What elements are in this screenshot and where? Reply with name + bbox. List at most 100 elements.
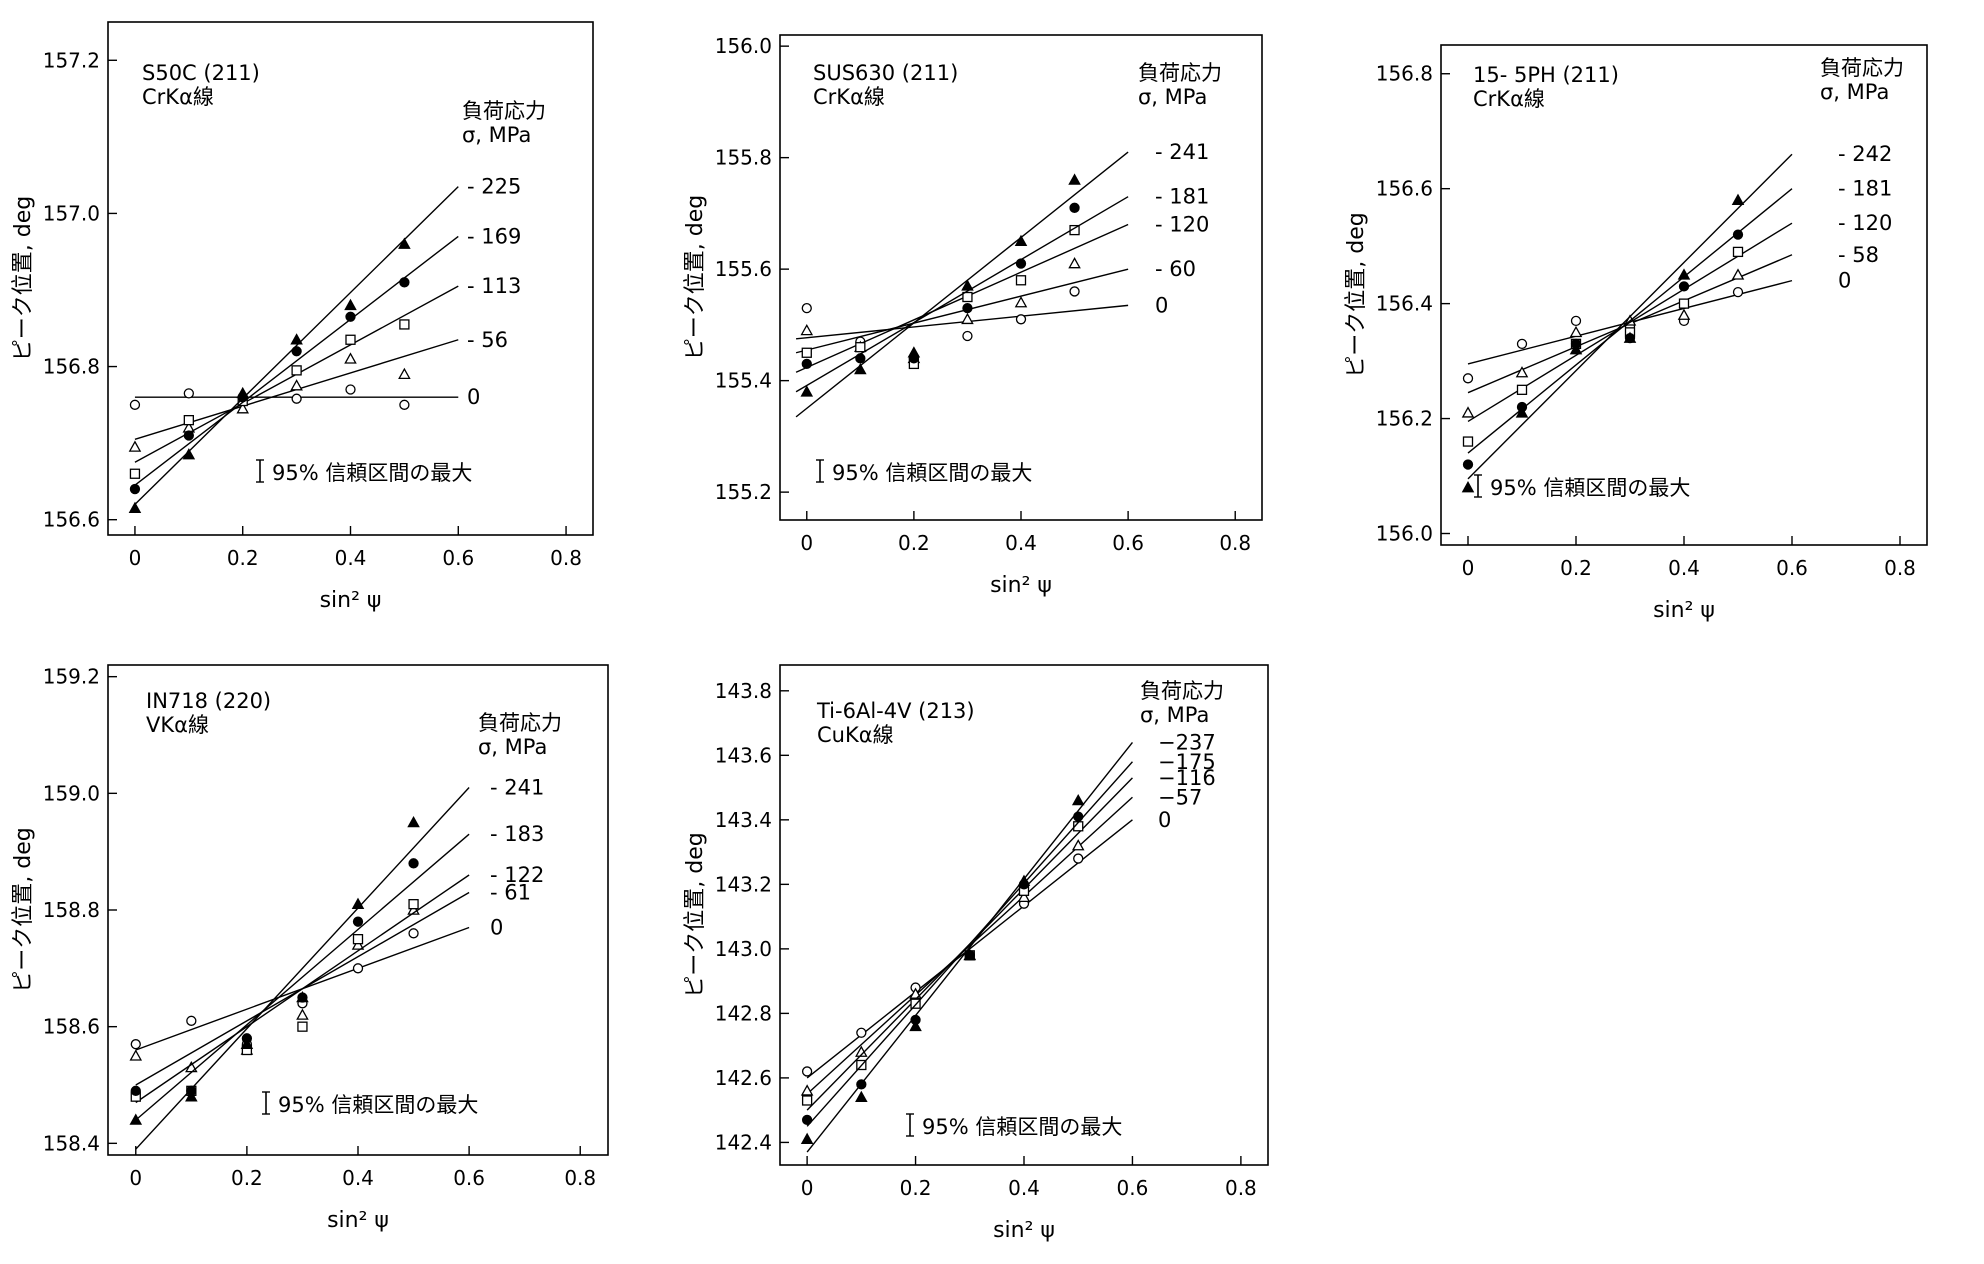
y-axis-label: ピーク位置, deg [11, 196, 36, 361]
data-point [1731, 193, 1745, 205]
series-label: 0 [467, 385, 480, 409]
chart-title: IN718 (220) [146, 689, 271, 713]
data-point [1462, 459, 1474, 470]
x-tick-label: 0.4 [335, 546, 367, 570]
series-label: −237 [1158, 730, 1216, 754]
data-point [1073, 853, 1084, 864]
x-tick-label: 0.4 [1008, 1176, 1040, 1200]
x-tick-label: 0 [129, 1166, 142, 1190]
fit-line [806, 761, 1133, 1127]
series-3: −175 [801, 750, 1216, 1127]
series-3: - 183 [130, 822, 544, 1121]
series-2: - 113 [129, 274, 521, 479]
series-4: - 241 [129, 776, 544, 1150]
data-point [1014, 234, 1028, 247]
series-label: −116 [1158, 766, 1216, 790]
data-point [801, 347, 812, 358]
data-point [296, 1008, 309, 1020]
series-4: - 241 [795, 140, 1209, 418]
data-point [962, 291, 973, 303]
data-point [398, 367, 411, 379]
data-point [1462, 373, 1474, 384]
y-axis-label: ピーク位置, deg [11, 827, 36, 992]
y-tick-label: 155.6 [715, 257, 772, 281]
data-point [855, 353, 866, 364]
x-tick-label: 0.6 [1117, 1176, 1149, 1200]
y-tick-label: 155.2 [715, 480, 772, 504]
x-tick-label: 0.6 [442, 546, 474, 570]
x-axis-label: sin² ψ [990, 573, 1052, 598]
data-point [236, 402, 250, 414]
y-tick-label: 143.4 [715, 808, 772, 832]
series-label: 0 [1155, 293, 1168, 317]
series-label: - 181 [1838, 177, 1892, 201]
data-point [800, 1132, 814, 1144]
data-point [801, 358, 812, 370]
x-tick-label: 0 [129, 546, 142, 570]
data-point [344, 298, 357, 311]
legend-title: 負荷応力 [478, 711, 562, 735]
series-4: −237 [800, 730, 1216, 1153]
data-point [1731, 268, 1745, 280]
ci-label: 95% 信頼区間の最大 [922, 1115, 1122, 1139]
data-point [1017, 874, 1031, 886]
data-point [291, 346, 302, 357]
data-point [1461, 406, 1475, 418]
data-point [408, 928, 419, 939]
series-3: - 169 [129, 224, 521, 495]
x-tick-label: 0.8 [550, 546, 582, 570]
series-label: 0 [1838, 269, 1851, 293]
x-tick-label: 0.8 [1219, 531, 1251, 555]
data-point [1677, 268, 1691, 280]
data-point [129, 1049, 143, 1061]
y-tick-label: 156.6 [1376, 177, 1433, 201]
data-point [129, 1113, 143, 1125]
data-point [183, 430, 194, 441]
data-point [856, 1027, 867, 1038]
data-point [352, 934, 364, 945]
series-label: - 56 [467, 328, 508, 352]
data-point [297, 1021, 308, 1032]
y-axis-label: ピーク位置, deg [1344, 212, 1369, 377]
series-3: - 181 [1462, 177, 1892, 470]
series-label: - 181 [1155, 185, 1209, 209]
data-point [398, 237, 411, 249]
series-label: −175 [1158, 750, 1216, 774]
data-point [129, 399, 141, 410]
data-point [1516, 384, 1528, 395]
x-tick-label: 0 [800, 531, 813, 555]
y-tick-label: 142.8 [715, 1001, 772, 1025]
chart-panel-5: 0 0.2 0.4 0.6 0.8 142.4 142.6 142.8 143.0 143.2 14… [683, 664, 1269, 1243]
fit-line [795, 151, 1129, 418]
chart-subtitle: VKα線 [146, 713, 209, 737]
ci-label: 95% 信頼区間の最大 [272, 461, 472, 485]
fit-line [806, 741, 1133, 1153]
y-tick-label: 156.2 [1376, 407, 1433, 431]
legend-title: σ, MPa [462, 123, 531, 147]
data-point [296, 990, 309, 1003]
data-point [910, 998, 921, 1009]
data-point [240, 1037, 254, 1049]
data-point [236, 386, 250, 399]
chart-subtitle: CuKα線 [817, 723, 894, 747]
data-point [129, 468, 141, 479]
data-point [399, 319, 410, 330]
x-tick-label: 0.8 [1884, 556, 1916, 580]
series-4: - 242 [1461, 142, 1892, 493]
x-tick-label: 0.6 [1776, 556, 1808, 580]
data-point [130, 1085, 141, 1096]
series-label: - 58 [1838, 243, 1879, 267]
data-point [1732, 286, 1744, 298]
fit-line [795, 196, 1129, 393]
chart-title: SUS630 (211) [813, 61, 958, 85]
data-point [183, 414, 194, 426]
x-tick-label: 0.4 [1668, 556, 1700, 580]
data-point [962, 303, 973, 314]
data-point [345, 384, 356, 395]
data-point [1515, 366, 1529, 378]
fit-line [806, 796, 1133, 1095]
y-tick-label: 159.0 [43, 781, 100, 805]
series-label: - 120 [1155, 213, 1209, 237]
chart-panel-3: 0 0.2 0.4 0.6 0.8 156.0 156.2 156.4 156.6 156.8 si… [1344, 44, 1928, 623]
data-point [963, 948, 977, 961]
